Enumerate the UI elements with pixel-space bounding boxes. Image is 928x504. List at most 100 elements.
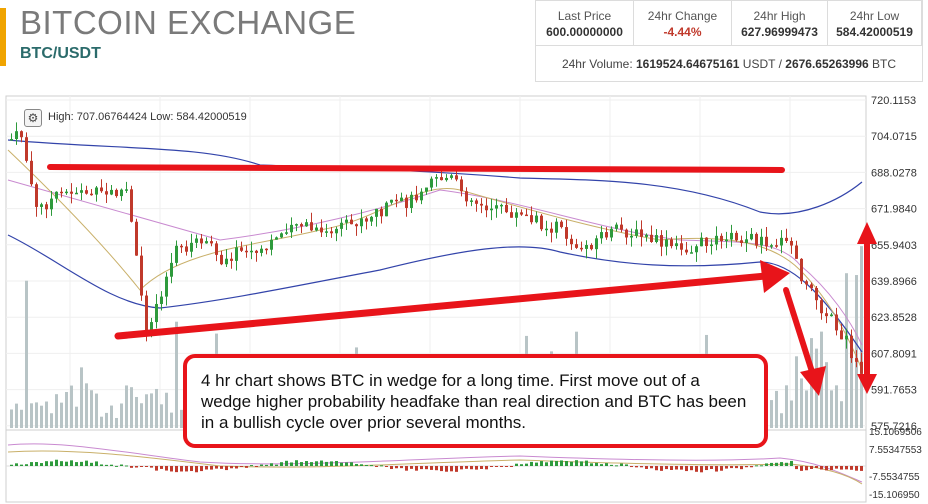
volume-bar (140, 403, 143, 428)
candle-body (205, 241, 208, 244)
macd-bar (845, 466, 848, 470)
macd-bar (795, 466, 798, 470)
macd-bar (330, 461, 333, 466)
candle-body (400, 197, 403, 202)
macd-bar (65, 461, 68, 466)
candle-body (635, 229, 638, 236)
candle-body (285, 232, 288, 234)
macd-bar (800, 466, 803, 471)
volume-bar (95, 393, 98, 428)
candle-body (590, 244, 593, 250)
macd-bar (550, 460, 553, 466)
chart-settings-icon[interactable]: ⚙ (24, 109, 42, 127)
exchange-header: BITCOIN EXCHANGE BTC/USDT Last Price 600… (0, 0, 928, 88)
macd-bar (40, 463, 43, 466)
candle-body (120, 189, 123, 197)
market-stats-panel: Last Price 600.00000000 24hr Change -4.4… (535, 0, 923, 82)
candle-body (605, 232, 608, 238)
volume-bar (790, 400, 793, 428)
candle-body (225, 258, 228, 265)
macd-bar (290, 462, 293, 466)
macd-bar (115, 465, 118, 467)
candle-body (505, 204, 508, 213)
candle-body (610, 228, 613, 238)
macd-bar (20, 464, 23, 466)
candle-body (70, 191, 73, 194)
down-arrowhead (800, 366, 826, 396)
candle-body (540, 215, 543, 230)
candle-body (110, 189, 113, 195)
candle-body (795, 245, 798, 259)
candle-body (625, 229, 628, 238)
candle-body (245, 250, 248, 253)
candle-body (30, 160, 33, 185)
candle-body (310, 222, 313, 231)
macd-bar (540, 461, 543, 466)
candle-body (810, 284, 813, 288)
volume-bar (110, 405, 113, 428)
macd-bar (725, 466, 728, 469)
stat-last-price: Last Price 600.00000000 (536, 1, 634, 45)
macd-bar (585, 460, 588, 466)
candle-body (485, 205, 488, 211)
candle-body (500, 204, 503, 207)
macd-bar (270, 463, 273, 466)
candle-body (305, 222, 308, 227)
macd-bar (765, 463, 768, 466)
macd-bar (265, 464, 268, 466)
macd-bar (365, 464, 368, 466)
candle-body (75, 192, 78, 195)
price-tick-label: 720.1153 (871, 95, 916, 107)
macd-bar (810, 466, 813, 469)
candle-body (850, 335, 853, 359)
macd-bar (830, 466, 833, 471)
candle-body (770, 245, 773, 247)
macd-bar (340, 462, 343, 466)
candle-body (190, 242, 193, 252)
volume-bar (845, 273, 848, 428)
volume-separator: / (778, 57, 782, 71)
macd-bar (490, 466, 493, 467)
macd-bar (230, 466, 233, 469)
candle-body (85, 190, 88, 194)
macd-bar (775, 462, 778, 466)
macd-bar (625, 464, 628, 466)
macd-bar (80, 461, 83, 466)
macd-bar (60, 461, 63, 466)
macd-bar (580, 461, 583, 466)
candle-body (385, 202, 388, 217)
volume-bar (130, 387, 133, 428)
price-tick-label: 623.8528 (871, 312, 917, 324)
candle-body (425, 187, 428, 192)
middle-band (7, 179, 863, 346)
volume-bar (800, 378, 803, 428)
candle-body (295, 224, 298, 226)
macd-bar (390, 466, 393, 470)
candle-body (60, 191, 63, 194)
stat-label: 24hr Low (849, 9, 900, 23)
candle-body (405, 197, 408, 208)
candle-body (655, 235, 658, 243)
macd-bar (635, 466, 638, 468)
candle-body (575, 244, 578, 248)
macd-bar (615, 465, 618, 467)
volume-bar (35, 402, 38, 428)
candle-body (265, 248, 268, 251)
candle-body (320, 227, 323, 233)
down-arrow-shaft (783, 287, 817, 381)
macd-bar (460, 466, 463, 470)
candle-body (765, 236, 768, 247)
candle-body (580, 247, 583, 250)
macd-bar (220, 466, 223, 469)
candle-body (685, 249, 688, 253)
candle-body (105, 191, 108, 195)
macd-bar (470, 466, 473, 470)
upper-band (7, 139, 863, 215)
candle-body (705, 237, 708, 247)
macd-bar (295, 460, 298, 466)
macd-bar (505, 466, 508, 467)
macd-bar (35, 462, 38, 466)
macd-bar (695, 466, 698, 472)
candle-body (600, 232, 603, 239)
macd-bar (665, 466, 668, 470)
